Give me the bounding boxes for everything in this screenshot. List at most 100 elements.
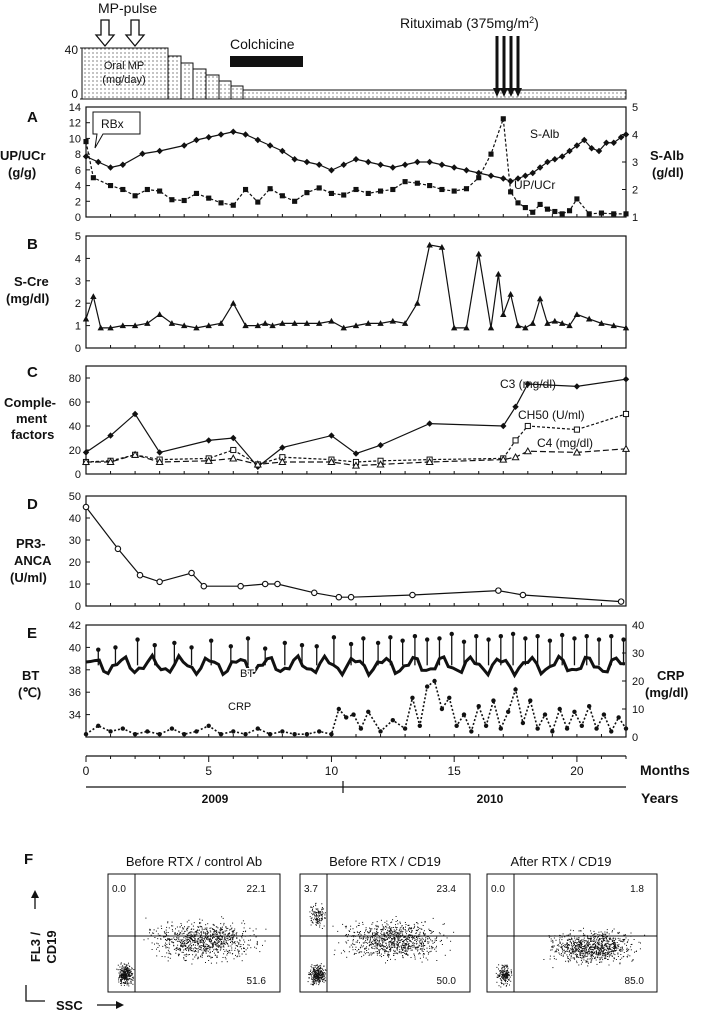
event-dot: [214, 930, 216, 931]
event-dot: [230, 939, 232, 941]
event-dot: [180, 932, 182, 934]
event-dot: [593, 951, 595, 953]
event-dot: [380, 947, 382, 949]
event-dot: [310, 965, 312, 967]
event-dot: [193, 936, 195, 938]
event-dot: [121, 977, 123, 979]
event-dot: [214, 941, 215, 943]
event-dot: [316, 978, 318, 980]
event-dot: [221, 942, 223, 944]
event-dot: [576, 954, 578, 955]
event-dot: [317, 973, 319, 975]
event-dot: [317, 921, 319, 923]
event-dot: [205, 933, 206, 935]
event-dot: [199, 937, 201, 939]
event-dot: [189, 948, 191, 950]
event-dot: [189, 940, 191, 942]
event-dot: [364, 953, 366, 955]
event-dot: [321, 971, 323, 973]
event-dot: [182, 943, 184, 945]
event-dot: [234, 941, 236, 942]
event-dot: [216, 940, 218, 942]
event-dot: [254, 946, 256, 948]
data-point: [401, 161, 409, 168]
event-dot: [131, 967, 133, 969]
event-dot: [159, 934, 161, 936]
event-dot: [621, 950, 623, 952]
event-dot: [590, 953, 592, 955]
event-dot: [192, 950, 194, 952]
event-dot: [196, 931, 198, 933]
event-dot: [620, 949, 622, 950]
event-dot: [417, 936, 419, 938]
event-dot: [613, 941, 615, 943]
event-dot: [496, 976, 498, 978]
event-dot: [576, 945, 578, 947]
event-dot: [393, 950, 395, 952]
event-dot: [595, 953, 597, 954]
event-dot: [318, 980, 320, 982]
event-dot: [614, 948, 615, 950]
event-dot: [122, 965, 124, 967]
event-dot: [506, 975, 508, 977]
event-dot: [601, 951, 603, 953]
data-point: [83, 139, 89, 145]
event-dot: [198, 943, 199, 945]
event-dot: [126, 969, 127, 971]
event-dot: [126, 971, 128, 973]
data-point: [181, 732, 187, 737]
event-dot: [581, 941, 583, 943]
event-dot: [350, 925, 352, 927]
event-dot: [435, 950, 437, 952]
event-dot: [555, 939, 557, 941]
event-dot: [352, 946, 354, 948]
event-dot: [170, 938, 172, 940]
event-dot: [223, 922, 225, 924]
event-dot: [372, 932, 374, 934]
event-dot: [419, 927, 421, 929]
event-dot: [381, 945, 383, 947]
maintenance-dose: [242, 89, 627, 100]
event-dot: [165, 942, 166, 944]
event-dot: [397, 945, 399, 947]
event-dot: [179, 933, 181, 935]
event-dot: [196, 934, 198, 936]
event-dot: [500, 982, 502, 983]
event-dot: [124, 975, 125, 977]
event-dot: [206, 930, 208, 932]
event-dot: [221, 961, 223, 963]
complement-axis-label-1: Comple-: [4, 395, 56, 410]
event-dot: [580, 952, 582, 954]
event-dot: [319, 926, 321, 928]
event-dot: [428, 941, 430, 943]
event-dot: [409, 940, 411, 941]
event-dot: [387, 960, 388, 961]
event-dot: [592, 940, 594, 942]
event-dot: [510, 971, 512, 972]
event-dot: [397, 941, 399, 943]
event-dot: [312, 976, 314, 978]
event-dot: [122, 966, 124, 968]
event-dot: [217, 942, 219, 943]
event-dot: [592, 951, 594, 953]
event-dot: [602, 940, 604, 942]
event-dot: [555, 950, 557, 952]
data-point: [347, 593, 355, 601]
event-dot: [347, 934, 349, 936]
data-point: [574, 196, 580, 202]
event-dot: [586, 952, 587, 954]
event-dot: [121, 979, 123, 981]
event-dot: [239, 955, 241, 957]
event-dot: [217, 927, 219, 929]
event-dot: [225, 940, 227, 942]
event-dot: [586, 943, 588, 945]
event-dot: [393, 933, 395, 935]
event-dot: [587, 936, 589, 938]
event-dot: [185, 949, 187, 951]
y-tick-label: 14: [69, 102, 81, 114]
event-dot: [576, 938, 578, 940]
event-dot: [179, 948, 181, 949]
event-dot: [355, 941, 357, 943]
event-dot: [614, 947, 616, 949]
